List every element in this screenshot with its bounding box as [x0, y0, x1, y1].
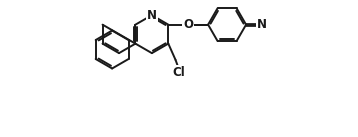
Text: N: N — [257, 18, 267, 31]
Text: N: N — [147, 9, 157, 22]
Text: O: O — [183, 18, 193, 31]
Text: Cl: Cl — [173, 66, 185, 79]
